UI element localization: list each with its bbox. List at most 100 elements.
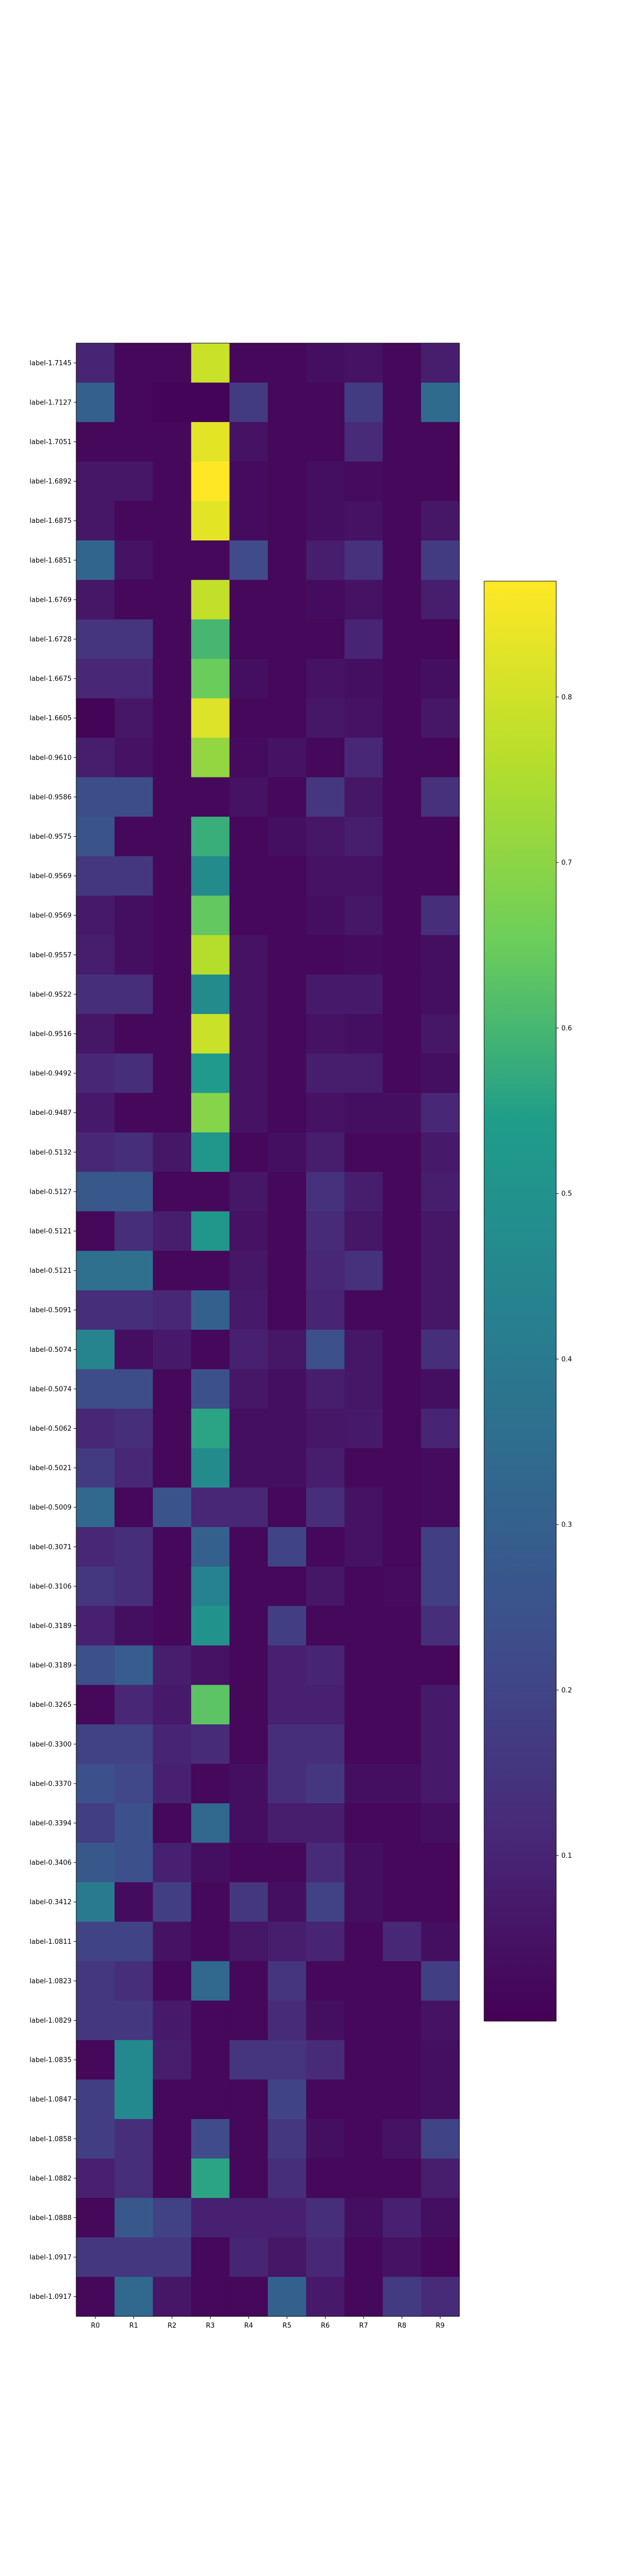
heatmap-cell xyxy=(344,974,383,1014)
heatmap-cell xyxy=(152,422,192,462)
heatmap-cell xyxy=(191,2158,230,2198)
heatmap-cell xyxy=(152,2079,192,2120)
heatmap-cell xyxy=(421,619,460,659)
y-tick-label: label-1.0917 xyxy=(29,2293,72,2301)
heatmap-cell xyxy=(344,540,383,581)
heatmap-cell xyxy=(383,1093,422,1133)
heatmap-cell xyxy=(152,2119,192,2159)
heatmap-cell xyxy=(191,974,230,1014)
heatmap-cell xyxy=(268,817,306,857)
heatmap-cell xyxy=(76,1409,115,1449)
heatmap-cell xyxy=(383,1606,422,1646)
heatmap-cell xyxy=(383,540,422,581)
heatmap-cell xyxy=(76,658,115,699)
y-tick-label: label-1.7051 xyxy=(29,438,72,446)
x-tick-label: R3 xyxy=(206,2322,215,2330)
heatmap-cell xyxy=(229,777,268,817)
colorbar-tick-label: 0.8 xyxy=(561,693,572,701)
heatmap-cell xyxy=(229,461,268,501)
heatmap-cell xyxy=(421,658,460,699)
heatmap-cell xyxy=(76,1842,115,1883)
heatmap-cell xyxy=(229,1093,268,1133)
heatmap-cell xyxy=(76,698,115,738)
heatmap-cell xyxy=(152,1764,192,1804)
heatmap-cell xyxy=(229,1250,268,1291)
colorbar-tick-label: 0.6 xyxy=(561,1025,572,1032)
heatmap-cell xyxy=(306,422,345,462)
heatmap-cell xyxy=(152,1409,192,1449)
heatmap-cell xyxy=(76,1211,115,1251)
heatmap-cell xyxy=(383,935,422,975)
heatmap-cell xyxy=(421,2119,460,2159)
heatmap-cell xyxy=(229,2119,268,2159)
heatmap-cell xyxy=(268,1409,306,1449)
heatmap-cell xyxy=(344,2198,383,2238)
heatmap-cell xyxy=(306,1527,345,1567)
heatmap-cell xyxy=(268,1211,306,1251)
heatmap-cell xyxy=(114,1685,153,1725)
heatmap-cell xyxy=(383,422,422,462)
heatmap-cell xyxy=(114,2277,153,2317)
heatmap-cell xyxy=(383,1290,422,1330)
heatmap-cell xyxy=(268,1132,306,1173)
heatmap-cell xyxy=(383,856,422,896)
heatmap-cell xyxy=(421,1645,460,1685)
heatmap-cell xyxy=(152,1093,192,1133)
heatmap-cell xyxy=(152,2237,192,2277)
y-tick-label: label-0.9487 xyxy=(29,1109,72,1117)
colorbar-tick-label: 0.1 xyxy=(561,1852,572,1860)
heatmap-cell xyxy=(76,974,115,1014)
heatmap-cell xyxy=(114,1211,153,1251)
y-tick-label: label-0.9522 xyxy=(29,991,72,998)
heatmap-cell xyxy=(76,1527,115,1567)
heatmap-cell xyxy=(421,1250,460,1291)
heatmap-cell xyxy=(383,1645,422,1685)
heatmap-cell xyxy=(76,1606,115,1646)
heatmap-cell xyxy=(76,2277,115,2317)
heatmap-cell xyxy=(306,461,345,501)
heatmap-cell xyxy=(76,1330,115,1370)
y-tick-label: label-1.6851 xyxy=(29,557,72,565)
heatmap-cell xyxy=(421,580,460,620)
heatmap-cell xyxy=(229,1527,268,1567)
heatmap-cell xyxy=(421,540,460,581)
heatmap-cell xyxy=(191,1645,230,1685)
heatmap-cell xyxy=(421,1053,460,1093)
heatmap-cell xyxy=(268,1448,306,1488)
heatmap-cell xyxy=(306,1211,345,1251)
heatmap-cell xyxy=(229,1803,268,1843)
heatmap-cell xyxy=(76,1290,115,1330)
heatmap-cell xyxy=(268,461,306,501)
y-tick-label: label-0.9492 xyxy=(29,1070,72,1078)
y-tick-label: label-1.6728 xyxy=(29,636,72,643)
heatmap-cell xyxy=(152,1961,192,2001)
heatmap-cell xyxy=(306,2079,345,2120)
heatmap-cell xyxy=(306,738,345,778)
heatmap-cell xyxy=(383,619,422,659)
heatmap-cell xyxy=(268,1250,306,1291)
heatmap-cell xyxy=(344,1290,383,1330)
heatmap-cell xyxy=(383,501,422,541)
heatmap-cell xyxy=(229,1211,268,1251)
plot-frame xyxy=(76,343,460,2317)
heatmap-cell xyxy=(114,895,153,936)
y-tick-label: label-0.9569 xyxy=(29,873,72,880)
y-tick-label: label-1.0823 xyxy=(29,1977,72,1985)
heatmap-cell xyxy=(191,1330,230,1370)
heatmap-cell xyxy=(229,1448,268,1488)
heatmap-cell xyxy=(229,382,268,422)
heatmap-cell xyxy=(152,1211,192,1251)
heatmap-cell xyxy=(191,619,230,659)
heatmap-cell xyxy=(191,343,230,383)
heatmap-cell xyxy=(114,343,153,383)
heatmap-cell xyxy=(76,738,115,778)
heatmap-cell xyxy=(383,580,422,620)
heatmap-cell xyxy=(383,2158,422,2198)
heatmap-cell xyxy=(152,343,192,383)
heatmap-cell xyxy=(152,619,192,659)
heatmap-cell xyxy=(152,1487,192,1528)
heatmap-cell xyxy=(76,1685,115,1725)
heatmap-cell xyxy=(268,1764,306,1804)
heatmap-cell xyxy=(383,343,422,383)
heatmap-cell xyxy=(152,1922,192,1962)
